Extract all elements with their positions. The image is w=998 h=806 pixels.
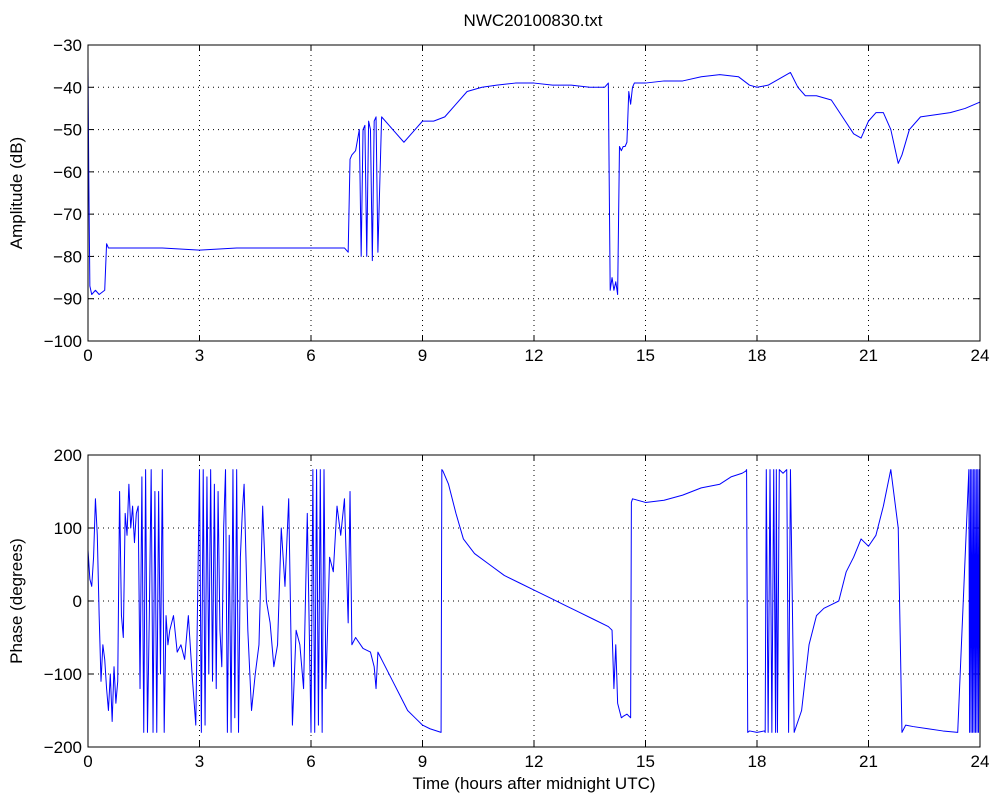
x-tick-label: 15: [636, 752, 655, 771]
y-tick-label: −70: [53, 205, 82, 224]
phase-panel: 0 3 6 9 12 15 18 21 24 −200 −100 0 100 200 Phase (degr…: [7, 446, 989, 793]
y-tick-label: −40: [53, 78, 82, 97]
x-tick-label: 18: [748, 752, 767, 771]
y-tick-label: −200: [44, 738, 82, 757]
amplitude-panel: 0 3 6 9 12 15 18 21 24 −100 −90 −80 −70 −60 −50 −40 −30 A…: [7, 36, 989, 365]
x-axis-label: Time (hours after midnight UTC): [412, 774, 655, 793]
y-tick-label: 100: [54, 519, 82, 538]
y-tick-label: −90: [53, 290, 82, 309]
x-tick-label: 12: [525, 346, 544, 365]
y-axis-label: Amplitude (dB): [7, 137, 26, 249]
y-tick-label: −80: [53, 247, 82, 266]
y-tick-label: −60: [53, 163, 82, 182]
x-tick-label: 3: [195, 346, 204, 365]
plot-frame: [87, 454, 981, 748]
x-tick-label: 9: [418, 752, 427, 771]
y-tick-label: −50: [53, 121, 82, 140]
x-tick-label: 6: [306, 346, 315, 365]
x-tick-label: 18: [748, 346, 767, 365]
x-tick-label: 21: [859, 752, 878, 771]
y-tick-label: −30: [53, 36, 82, 55]
x-tick-label: 12: [525, 752, 544, 771]
y-tick-label: −100: [44, 665, 82, 684]
x-tick-label: 9: [418, 346, 427, 365]
x-tick-label: 15: [636, 346, 655, 365]
amplitude-series-line: [87, 66, 981, 295]
y-tick-label: 200: [54, 446, 82, 465]
y-tick-label: −100: [44, 332, 82, 351]
x-tick-label: 24: [971, 752, 990, 771]
x-tick-label: 0: [83, 346, 92, 365]
x-tick-label: 3: [195, 752, 204, 771]
y-axis-label: Phase (degrees): [7, 538, 26, 664]
x-tick-label: 21: [859, 346, 878, 365]
x-tick-label: 0: [83, 752, 92, 771]
y-tick-label: 0: [73, 592, 82, 611]
x-tick-label: 24: [971, 346, 990, 365]
phase-series-line: [87, 469, 981, 733]
plot-frame: [87, 44, 981, 342]
chart-title: NWC20100830.txt: [464, 11, 603, 30]
x-tick-label: 6: [306, 752, 315, 771]
